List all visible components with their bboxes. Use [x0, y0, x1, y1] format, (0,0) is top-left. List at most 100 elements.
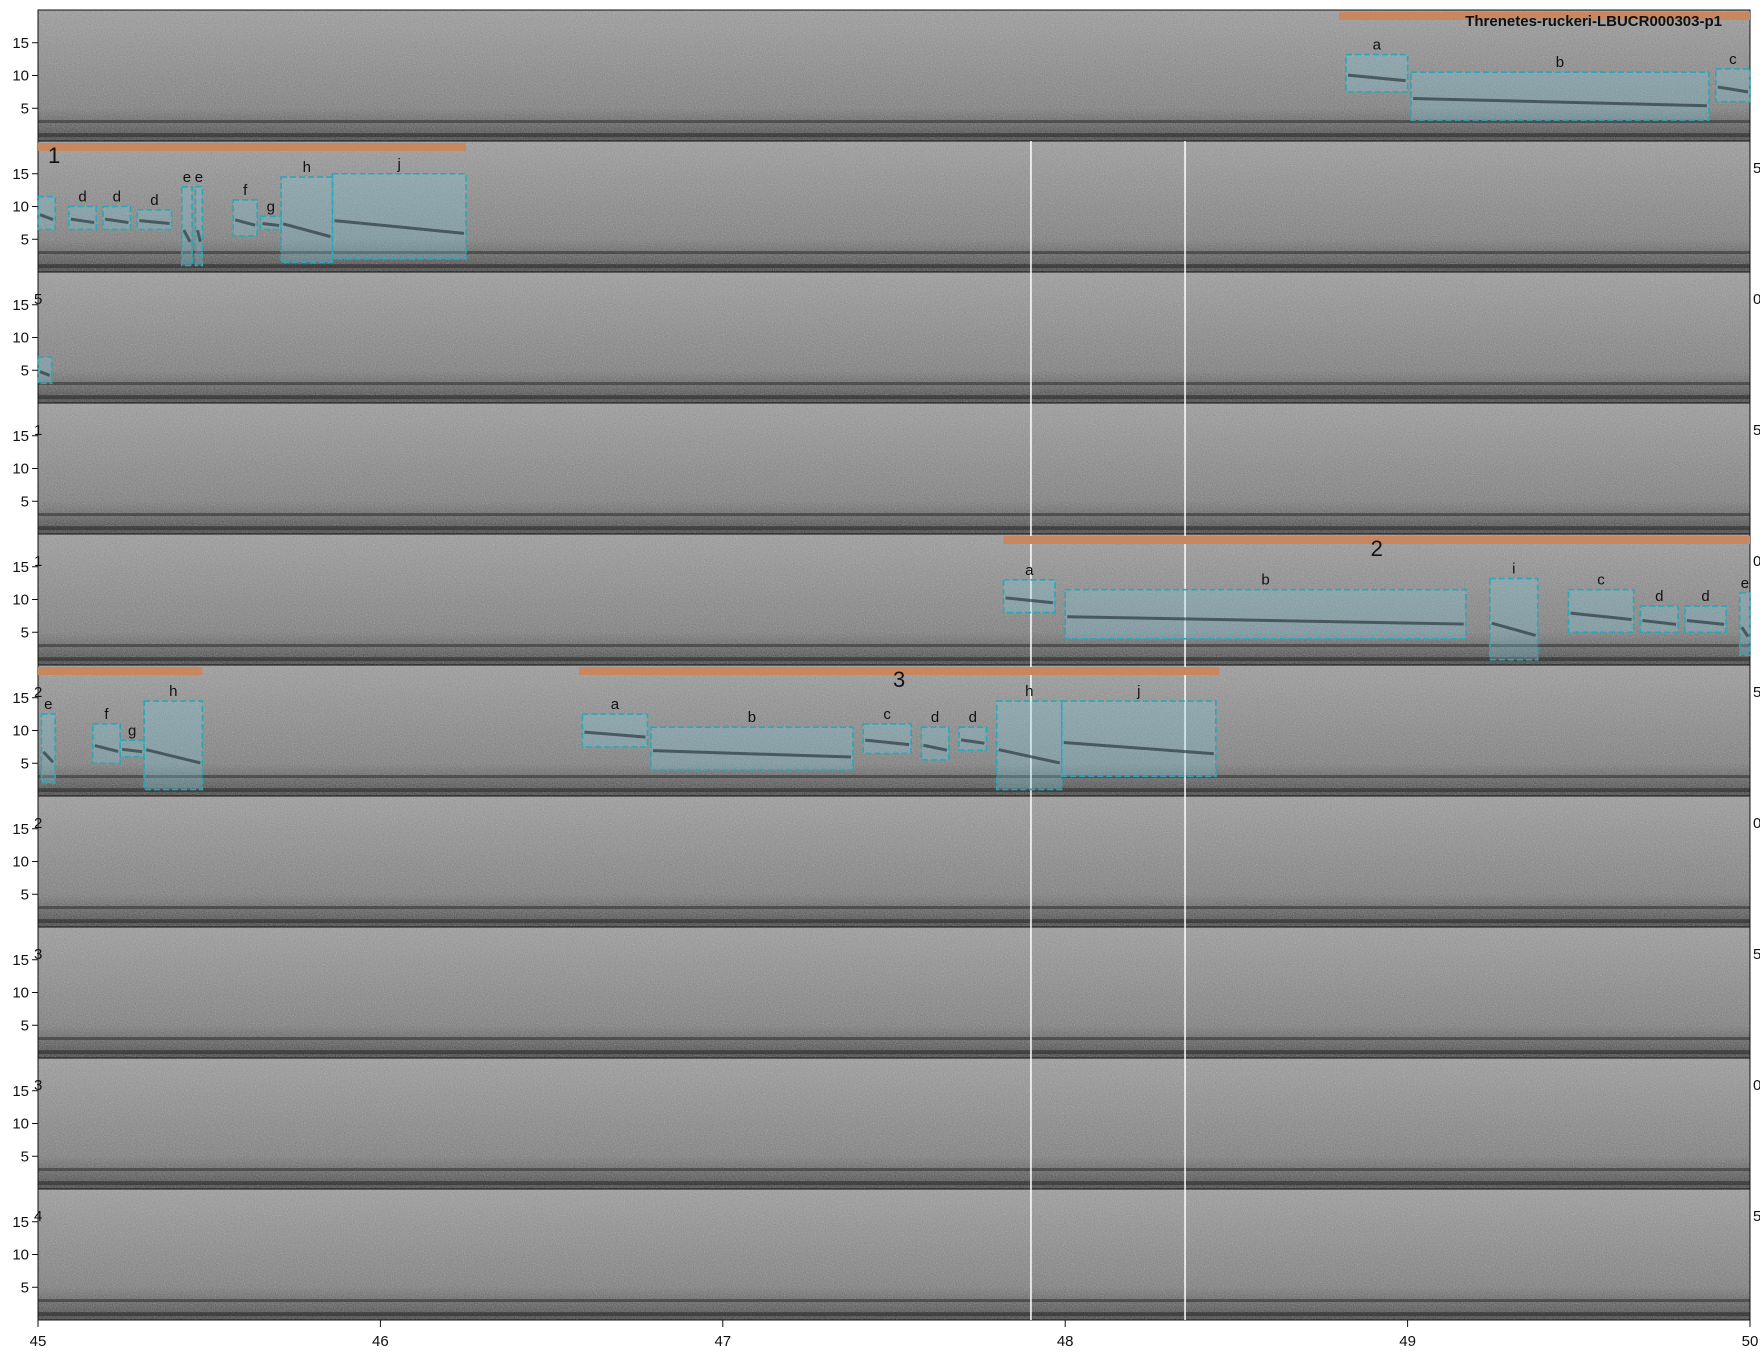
- noise-band: [38, 382, 1750, 386]
- y-tick-label: 10: [12, 461, 29, 478]
- note-box: d: [1639, 588, 1679, 634]
- spectrogram-row: [37, 271, 1751, 404]
- note-trace: [39, 213, 54, 222]
- y-tick-label: 5: [21, 624, 29, 641]
- y-tick-label: 15: [12, 690, 29, 707]
- y-tick-label: 10: [12, 330, 29, 347]
- chart-title: Threnetes-ruckeri-LBUCR000303-p1: [1465, 13, 1722, 30]
- note-rect: [1060, 700, 1217, 778]
- y-tick-label: 5: [21, 1148, 29, 1165]
- spectrogram-row: [37, 402, 1751, 535]
- y-tick-label: 5: [21, 1279, 29, 1296]
- note-label: d: [150, 192, 158, 209]
- row-noise: [38, 665, 1750, 796]
- note-rect: [581, 713, 649, 748]
- note-label: g: [267, 198, 275, 215]
- y-tick-label: 15: [12, 166, 29, 183]
- noise-band: [38, 644, 1750, 648]
- note-trace: [70, 217, 95, 225]
- noise-band: [38, 120, 1750, 124]
- note-rect: [1567, 588, 1635, 634]
- note-rect: [1714, 68, 1751, 103]
- note-trace: [334, 219, 465, 235]
- note-rect: [136, 208, 173, 231]
- note-rect: [280, 176, 334, 263]
- note-box: a: [1002, 562, 1056, 614]
- note-trace: [998, 748, 1061, 765]
- bout-rect: [38, 143, 466, 151]
- note-rect: [143, 700, 204, 791]
- note-trace: [121, 747, 143, 754]
- note-rect: [1002, 579, 1056, 614]
- y-tick-label: 10: [12, 1116, 29, 1133]
- row-edge-label: 5: [34, 291, 42, 308]
- note-box: d: [136, 192, 173, 231]
- note-box: d: [68, 189, 98, 231]
- row-edge-label: 0: [1753, 815, 1760, 832]
- y-tick-label: 10: [12, 592, 29, 609]
- row-edge-label: 5: [1753, 946, 1760, 963]
- note-label: b: [1261, 572, 1269, 589]
- note-box: j: [331, 156, 467, 260]
- note-box: a: [581, 696, 649, 748]
- x-tick-label: 48: [1057, 1333, 1074, 1350]
- note-trace: [94, 744, 119, 753]
- note-trace: [652, 749, 851, 759]
- note-label: a: [1025, 562, 1034, 579]
- note-box: d: [920, 709, 950, 761]
- spectrogram-row: [37, 1188, 1751, 1321]
- bout-label: 3: [893, 667, 905, 692]
- x-tick-label: 46: [372, 1333, 389, 1350]
- y-tick-label: 5: [21, 100, 29, 117]
- row-edge-label: 5: [1753, 160, 1760, 177]
- note-label: h: [1025, 683, 1033, 700]
- note-rect: [40, 713, 56, 784]
- note-rect: [1488, 577, 1539, 661]
- row-edge-label: 0: [1753, 1077, 1760, 1094]
- noise-band: [38, 513, 1750, 517]
- note-label: b: [748, 709, 756, 726]
- noise-band: [38, 906, 1750, 910]
- note-rect: [91, 723, 121, 765]
- noise-band: [38, 133, 1750, 138]
- note-label: f: [243, 182, 248, 199]
- note-box: d: [1684, 588, 1727, 634]
- note-rect: [1639, 605, 1679, 634]
- noise-band: [38, 1168, 1750, 1172]
- x-tick-label: 49: [1399, 1333, 1416, 1350]
- note-trace: [234, 218, 256, 227]
- note-trace: [39, 370, 51, 377]
- note-trace: [145, 748, 201, 765]
- note-rect: [68, 205, 98, 231]
- note-box: h: [995, 683, 1063, 791]
- note-trace: [584, 730, 646, 739]
- y-tick-label: 5: [21, 886, 29, 903]
- note-box: c: [1567, 572, 1635, 634]
- note-trace: [1347, 73, 1406, 83]
- bout-rect: [578, 667, 1220, 675]
- y-tick-label: 5: [21, 362, 29, 379]
- note-box: e: [194, 169, 204, 267]
- note-rect: [37, 356, 53, 385]
- note-trace: [1063, 740, 1214, 756]
- note-label: i: [1512, 561, 1515, 578]
- note-rect: [920, 726, 950, 761]
- note-trace: [1412, 97, 1707, 108]
- note-box: j: [1060, 683, 1217, 778]
- note-box: e: [40, 696, 56, 784]
- note-rect: [1064, 588, 1467, 640]
- row-edge-label: 0: [1753, 291, 1760, 308]
- note-rect: [181, 186, 193, 267]
- note-trace: [282, 222, 331, 239]
- noise-band: [38, 1050, 1750, 1055]
- note-rect: [102, 205, 132, 231]
- note-trace: [139, 219, 170, 226]
- note-label: j: [1136, 683, 1140, 700]
- note-box: f: [91, 706, 121, 765]
- y-tick-label: 10: [12, 985, 29, 1002]
- row-edge-label: 5: [1753, 1208, 1760, 1225]
- noise-band: [38, 526, 1750, 531]
- note-label: g: [128, 722, 136, 739]
- note-label: c: [1597, 572, 1605, 589]
